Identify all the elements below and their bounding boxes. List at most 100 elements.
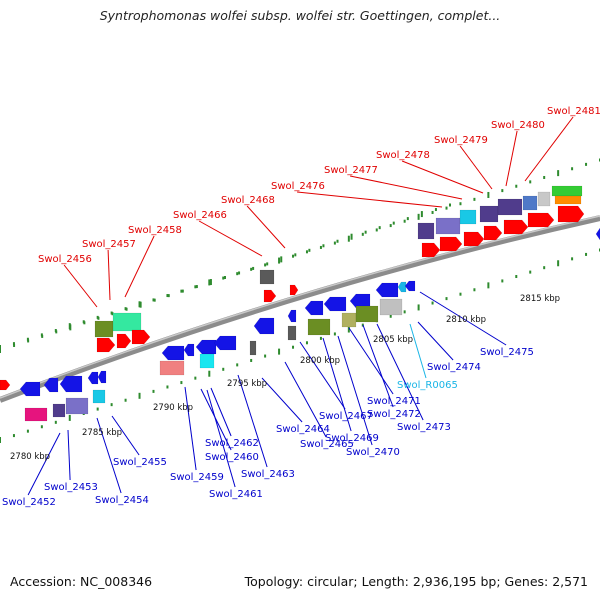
gene-label[interactable]: Swol_2457 xyxy=(82,239,136,250)
gene-label[interactable]: Swol_2461 xyxy=(209,489,263,500)
leader-line xyxy=(67,429,71,481)
gene-label[interactable]: Swol_2477 xyxy=(324,165,378,176)
gene-feature[interactable] xyxy=(263,289,277,303)
gene-label[interactable]: Swol_2465 xyxy=(300,439,354,450)
gene-feature[interactable] xyxy=(24,407,48,422)
gene-feature[interactable] xyxy=(287,309,297,323)
gene-feature[interactable] xyxy=(497,198,523,216)
gene-label[interactable]: Swol_2468 xyxy=(221,195,275,206)
track-dot xyxy=(54,420,57,424)
gene-feature[interactable] xyxy=(199,353,215,369)
gene-feature[interactable] xyxy=(195,339,217,355)
track-dot xyxy=(431,301,434,305)
gene-label[interactable]: Swol_2462 xyxy=(205,438,259,449)
gene-feature[interactable] xyxy=(341,312,357,328)
gene-label[interactable]: Swol_2478 xyxy=(376,150,430,161)
gene-label[interactable]: Swol_2473 xyxy=(397,422,451,433)
gene-label[interactable]: Swol_2472 xyxy=(367,409,421,420)
gene-feature[interactable] xyxy=(459,209,477,225)
gene-feature[interactable] xyxy=(213,335,237,351)
gene-feature[interactable] xyxy=(43,377,59,393)
gene-label[interactable]: Swol_2480 xyxy=(491,120,545,131)
gene-feature[interactable] xyxy=(355,305,379,323)
gene-feature[interactable] xyxy=(483,225,503,241)
gene-label[interactable]: Swol_2466 xyxy=(173,210,227,221)
gene-label[interactable]: Swol_R0065 xyxy=(397,380,458,391)
gene-label[interactable]: Swol_2470 xyxy=(346,447,400,458)
gene-label[interactable]: Swol_2471 xyxy=(367,396,421,407)
gene-feature[interactable] xyxy=(65,397,89,415)
gene-feature[interactable] xyxy=(551,185,583,197)
gene-feature[interactable] xyxy=(59,375,83,393)
gene-label[interactable]: Swol_2476 xyxy=(271,181,325,192)
track-dot xyxy=(54,329,57,333)
gene-label[interactable]: Swol_2467 xyxy=(319,411,373,422)
leader-line xyxy=(284,361,327,438)
gene-feature[interactable] xyxy=(397,281,407,293)
gene-feature[interactable] xyxy=(375,282,399,298)
gene-label[interactable]: Swol_2452 xyxy=(2,497,56,508)
gene-label[interactable]: Swol_2460 xyxy=(205,452,259,463)
track-dot xyxy=(224,276,226,279)
gene-feature[interactable] xyxy=(557,205,585,223)
gene-feature[interactable] xyxy=(595,227,600,241)
gene-feature[interactable] xyxy=(323,296,347,312)
gene-feature[interactable] xyxy=(537,191,551,207)
gene-feature[interactable] xyxy=(116,333,132,349)
gene-feature[interactable] xyxy=(554,195,582,205)
gene-label[interactable]: Swol_2458 xyxy=(128,225,182,236)
gene-feature[interactable] xyxy=(183,343,195,357)
gene-feature[interactable] xyxy=(159,360,185,376)
track-dot xyxy=(292,254,295,258)
gene-label[interactable]: Swol_2481 xyxy=(547,106,600,117)
gene-label[interactable]: Swol_2475 xyxy=(480,347,534,358)
gene-feature[interactable] xyxy=(161,345,185,361)
gene-feature[interactable] xyxy=(97,370,107,384)
leader-line xyxy=(184,386,197,471)
gene-feature[interactable] xyxy=(527,212,555,228)
gene-label[interactable]: Swol_2479 xyxy=(434,135,488,146)
gene-label[interactable]: Swol_2455 xyxy=(113,457,167,468)
gene-feature[interactable] xyxy=(253,317,275,335)
gene-feature[interactable] xyxy=(87,371,99,385)
leader-line xyxy=(206,389,236,488)
gene-label[interactable]: Swol_2464 xyxy=(276,424,330,435)
gene-feature[interactable] xyxy=(259,269,275,285)
gene-feature[interactable] xyxy=(94,320,114,338)
kbp-ruler: 2780 kbp 2785 kbp 2790 kbp 2795 kbp 2800 kbp… xyxy=(10,294,560,462)
gene-feature[interactable] xyxy=(287,325,297,341)
gene-label[interactable]: Swol_2469 xyxy=(325,433,379,444)
gene-feature[interactable] xyxy=(52,403,66,418)
gene-feature[interactable] xyxy=(479,205,499,223)
gene-label[interactable]: Swol_2453 xyxy=(44,482,98,493)
gene-feature[interactable] xyxy=(435,217,461,235)
gene-label[interactable]: Swol_2463 xyxy=(241,469,295,480)
gene-feature[interactable] xyxy=(19,381,41,397)
gene-feature[interactable] xyxy=(112,312,142,332)
gene-label[interactable]: Swol_2454 xyxy=(95,495,149,506)
gene-feature[interactable] xyxy=(92,389,106,404)
gene-label[interactable]: Swol_2474 xyxy=(427,362,481,373)
gene-feature[interactable] xyxy=(96,337,116,353)
gene-feature[interactable] xyxy=(249,340,257,356)
gene-feature[interactable] xyxy=(463,231,485,247)
gene-feature[interactable] xyxy=(417,222,435,240)
gene-feature[interactable] xyxy=(131,329,151,345)
gene-label[interactable]: Swol_2459 xyxy=(170,472,224,483)
gene-feature[interactable] xyxy=(304,300,324,316)
leader-line xyxy=(419,291,507,346)
gene-feature[interactable] xyxy=(503,219,529,235)
gene-label[interactable]: Swol_2456 xyxy=(38,254,92,265)
gene-feature[interactable] xyxy=(522,195,538,211)
track-dot xyxy=(209,279,212,286)
gene-features[interactable] xyxy=(0,185,600,422)
gene-feature[interactable] xyxy=(439,236,463,252)
gene-feature[interactable] xyxy=(307,318,331,336)
gene-feature[interactable] xyxy=(379,298,403,316)
gene-feature[interactable] xyxy=(421,242,441,258)
leader-line xyxy=(63,264,98,308)
gene-feature[interactable] xyxy=(404,280,416,292)
gene-feature[interactable] xyxy=(0,379,11,391)
gene-feature[interactable] xyxy=(289,284,299,296)
